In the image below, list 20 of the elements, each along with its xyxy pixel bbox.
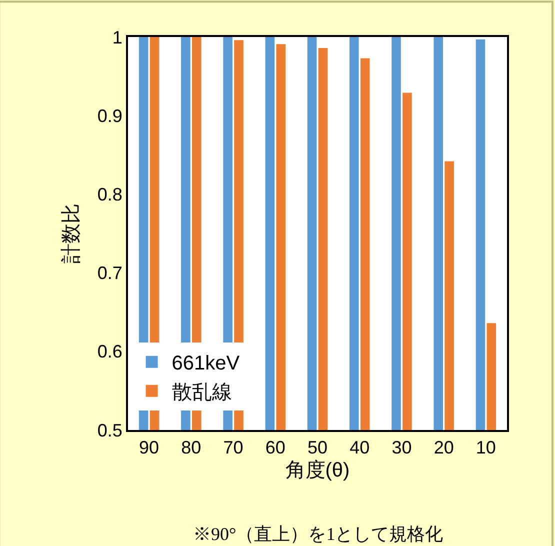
y-tick-label: 0.8 bbox=[97, 184, 122, 204]
x-tick-label: 70 bbox=[223, 438, 244, 458]
x-tick-label: 30 bbox=[392, 438, 412, 458]
y-tick-label: 0.5 bbox=[97, 420, 122, 440]
x-tick-label: 40 bbox=[350, 438, 370, 458]
y-tick-label: 1 bbox=[112, 27, 122, 48]
x-tick-label: 50 bbox=[307, 438, 328, 458]
y-tick-label: 0.7 bbox=[97, 263, 122, 284]
x-axis-title: 角度(θ) bbox=[285, 460, 350, 482]
y-axis-title: 計数比 bbox=[60, 204, 82, 264]
x-tick-label: 10 bbox=[476, 438, 496, 458]
x-tick-label: 80 bbox=[181, 438, 202, 458]
text: ※90°（直上）を1として規格化 bbox=[193, 524, 444, 544]
x-tick-label: 90 bbox=[139, 438, 160, 458]
x-tick-label: 60 bbox=[265, 438, 286, 458]
legend-label: 661keV bbox=[172, 352, 240, 375]
y-tick-label: 0.6 bbox=[97, 342, 122, 362]
legend-label: 散乱線 bbox=[172, 382, 232, 404]
y-tick-label: 0.9 bbox=[97, 106, 122, 126]
x-tick-label: 20 bbox=[434, 438, 454, 458]
